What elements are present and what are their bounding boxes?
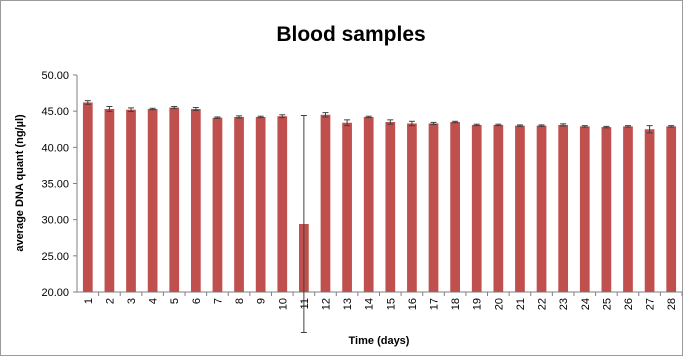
bar <box>82 102 93 292</box>
x-tick-label: 13 <box>342 298 354 310</box>
x-axis-label: Time (days) <box>349 335 410 347</box>
bars <box>82 102 677 293</box>
bar <box>126 109 136 292</box>
x-tick-label: 10 <box>277 298 289 310</box>
x-tick-label: 22 <box>537 298 549 310</box>
x-tick-label: 16 <box>407 298 419 310</box>
bar <box>666 126 677 293</box>
y-tick-label: 20.00 <box>41 287 69 299</box>
bar <box>536 125 547 292</box>
x-tick-label: 26 <box>623 298 635 310</box>
x-tick-label: 9 <box>256 298 268 304</box>
x-tick-label: 7 <box>212 298 224 304</box>
x-tick-label: 1 <box>83 298 95 304</box>
bar <box>493 124 504 292</box>
x-tick-label: 23 <box>558 298 570 310</box>
y-axis-label: average DNA quant (ng/µl) <box>14 114 26 252</box>
bar <box>147 108 158 292</box>
x-tick-label: 4 <box>148 298 160 304</box>
x-ticks: 1 2 3 4 5 6 7 8 9 10 11 12 13 14 15 16 17 18 19 20 21 22 23 24 2… <box>83 292 683 310</box>
x-tick-label: 14 <box>364 298 376 310</box>
bar <box>104 108 115 292</box>
chart-title: Blood samples <box>276 23 425 46</box>
x-tick-label: 3 <box>126 298 138 304</box>
error-bars <box>84 100 675 334</box>
x-tick-label: 21 <box>515 298 527 310</box>
bar <box>234 116 244 292</box>
bar <box>558 124 569 292</box>
x-tick-label: 15 <box>385 298 397 310</box>
x-tick-label: 20 <box>493 298 505 310</box>
y-tick-label: 50.00 <box>41 70 69 82</box>
bar <box>623 126 633 293</box>
bar <box>428 123 439 292</box>
bar <box>515 125 525 292</box>
x-tick-label: 11 <box>299 298 311 309</box>
x-tick-label: 27 <box>645 298 657 310</box>
x-tick-label: 8 <box>234 298 246 304</box>
bar <box>277 116 288 292</box>
x-tick-label: 24 <box>580 298 592 310</box>
bar <box>601 127 612 292</box>
bar <box>471 124 482 292</box>
y-tick-label: 25.00 <box>41 251 69 263</box>
y-tick-label: 45.00 <box>41 106 69 118</box>
bar <box>169 107 180 292</box>
bar <box>385 122 396 293</box>
bar <box>450 122 460 293</box>
x-tick-label: 28 <box>666 298 678 310</box>
bar <box>255 116 266 292</box>
x-tick-label: 25 <box>601 298 613 310</box>
x-tick-label: 19 <box>472 298 484 310</box>
y-tick-label: 35.00 <box>41 179 69 191</box>
x-tick-label: 17 <box>429 298 441 310</box>
bar <box>579 126 590 293</box>
bar <box>212 117 223 292</box>
x-tick-label: 18 <box>450 298 462 310</box>
x-tick-label: 2 <box>104 298 116 304</box>
y-tick-label: 30.00 <box>41 215 69 227</box>
x-tick-label: 5 <box>169 298 181 304</box>
y-ticks: 20.00 25.00 30.00 35.00 40.00 45.00 50.00 <box>41 70 77 299</box>
bar <box>320 114 331 293</box>
bar <box>407 123 417 292</box>
bar <box>342 122 352 293</box>
bar <box>644 129 655 292</box>
y-tick-label: 40.00 <box>41 142 69 154</box>
bar <box>190 108 201 292</box>
bar <box>363 116 374 292</box>
x-tick-label: 6 <box>191 298 203 304</box>
x-tick-label: 12 <box>320 298 332 310</box>
